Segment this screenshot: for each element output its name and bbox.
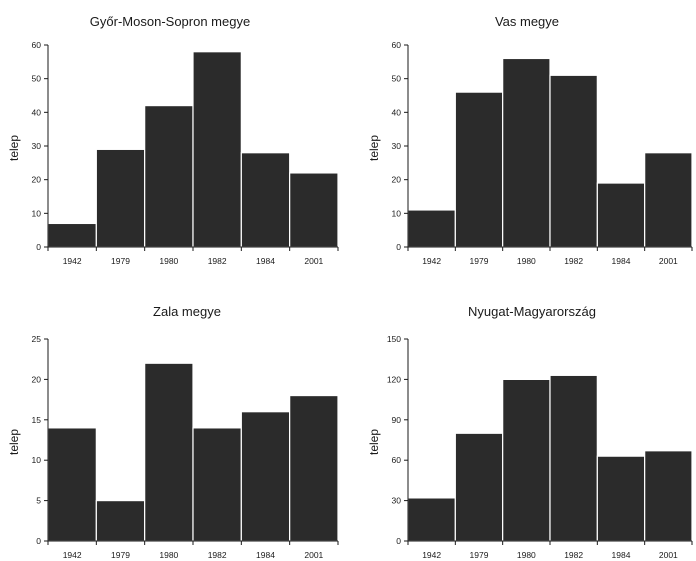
bar-1982	[549, 374, 598, 542]
x-tick-label: 1982	[564, 550, 583, 560]
bar-1984	[596, 182, 646, 248]
y-tick-label: 10	[392, 208, 402, 218]
bar-1942	[407, 497, 456, 542]
x-tick-label: 1942	[63, 550, 82, 560]
chart-title: Nyugat-Magyarország	[468, 304, 596, 319]
bar-1979	[95, 500, 146, 542]
x-tick-label: 1980	[517, 550, 536, 560]
y-tick-label: 150	[387, 334, 401, 344]
y-tick-label: 0	[396, 536, 401, 546]
x-tick-label: 2001	[304, 550, 323, 560]
x-tick-label: 1984	[612, 550, 631, 560]
x-tick-label: 1942	[63, 256, 82, 266]
x-tick-label: 1979	[470, 256, 489, 266]
x-tick-label: 1984	[256, 550, 275, 560]
chart-panel-nyugat-magyarorszag: Nyugat-Magyarország telep 0 30 60 90 120 150 194…	[367, 304, 693, 560]
x-tick-label: 1982	[208, 550, 227, 560]
x-tick-label: 1980	[517, 256, 536, 266]
y-tick-label: 5	[36, 496, 41, 506]
x-tick-label: 1979	[111, 256, 130, 266]
x-tick-label: 2001	[659, 256, 678, 266]
x-tick-label: 1942	[422, 256, 441, 266]
y-tick-label: 0	[36, 536, 41, 546]
x-tick-label: 1980	[159, 550, 178, 560]
bar-2001	[644, 152, 693, 248]
bar-1980	[502, 57, 551, 248]
y-tick-label: 20	[392, 175, 402, 185]
bar-1982	[192, 427, 242, 542]
y-tick-label: 50	[392, 74, 402, 84]
y-tick-label: 15	[32, 415, 42, 425]
x-tick-label: 1984	[612, 256, 631, 266]
y-tick-label: 60	[392, 40, 402, 50]
bar-2001	[289, 394, 339, 542]
y-tick-label: 20	[32, 374, 42, 384]
x-tick-label: 1982	[208, 256, 227, 266]
y-tick-label: 10	[32, 208, 42, 218]
y-tick-label: 60	[392, 455, 402, 465]
bar-1984	[596, 455, 646, 542]
y-axis-label: telep	[367, 135, 381, 161]
y-axis-label: telep	[7, 429, 21, 455]
bar-2001	[644, 450, 693, 542]
y-tick-label: 25	[32, 334, 42, 344]
y-tick-label: 0	[396, 242, 401, 252]
chart-title: Zala megye	[153, 304, 221, 319]
y-axis-label: telep	[7, 135, 21, 161]
x-tick-label: 1942	[422, 550, 441, 560]
bar-1942	[47, 427, 97, 542]
bar-1980	[144, 362, 194, 542]
chart-panel-gyor-moson-sopron: Győr-Moson-Sopron megye telep 0 10 20 30 40 50 6…	[7, 14, 339, 266]
bar-1942	[407, 209, 456, 248]
bar-1982	[192, 51, 242, 248]
bar-2001	[289, 172, 339, 248]
bar-1982	[549, 74, 598, 248]
y-tick-label: 60	[32, 40, 42, 50]
y-tick-label: 30	[392, 496, 402, 506]
x-tick-label: 1979	[111, 550, 130, 560]
y-tick-label: 10	[32, 455, 42, 465]
x-tick-label: 2001	[659, 550, 678, 560]
x-tick-label: 2001	[304, 256, 323, 266]
chart-panel-vas: Vas megye telep 0 10 20 30 40 50 60 1942 1979 1980 1…	[367, 14, 693, 266]
chart-title: Vas megye	[495, 14, 559, 29]
y-tick-label: 120	[387, 374, 401, 384]
y-axis-label: telep	[367, 429, 381, 455]
y-tick-label: 40	[32, 107, 42, 117]
bar-1979	[95, 148, 146, 248]
y-tick-label: 90	[392, 415, 402, 425]
x-tick-label: 1982	[564, 256, 583, 266]
y-tick-label: 30	[392, 141, 402, 151]
y-tick-label: 0	[36, 242, 41, 252]
y-tick-label: 20	[32, 175, 42, 185]
y-tick-label: 40	[392, 107, 402, 117]
bar-1979	[454, 432, 504, 542]
y-tick-label: 30	[32, 141, 42, 151]
bar-1980	[502, 378, 551, 542]
bar-1942	[47, 222, 97, 248]
bar-1984	[240, 411, 291, 542]
bar-1979	[454, 91, 504, 248]
x-tick-label: 1980	[159, 256, 178, 266]
bar-1980	[144, 104, 194, 248]
y-tick-label: 50	[32, 74, 42, 84]
chart-panel-zala: Zala megye telep 0 5 10 15 20 25 1942 1979 1980 198…	[7, 304, 339, 560]
chart-title: Győr-Moson-Sopron megye	[90, 14, 250, 29]
x-tick-label: 1979	[470, 550, 489, 560]
x-tick-label: 1984	[256, 256, 275, 266]
bar-1984	[240, 152, 291, 248]
